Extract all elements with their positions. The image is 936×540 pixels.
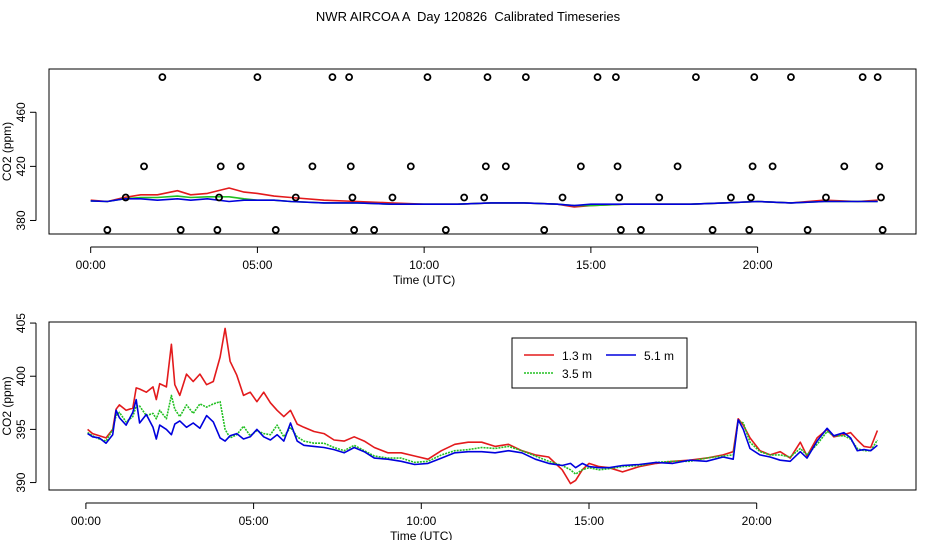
y-tick-label: 400 [14,366,28,386]
bottom-plot-timeseries: 00:00 05:00 10:00 15:00 20:00 Time (UTC) 390 39… [0,313,917,540]
legend-label: 5.1 m [644,349,674,363]
calibration-point [460,193,469,202]
calibration-point [350,226,359,234]
calibration-point [308,162,317,171]
x-tick-label: 15:00 [576,258,606,272]
calibration-point [673,162,682,171]
calibration-point [521,73,530,82]
legend-label: 1.3 m [562,349,592,363]
x-tick-label: 00:00 [76,258,106,272]
series-line-13m [87,327,879,485]
calibration-point [750,73,759,82]
calibration-point [576,162,585,171]
x-tick-label: 05:00 [242,258,272,272]
calibration-point [345,73,354,82]
plot-frame [48,68,917,235]
series-line-51m [87,398,878,469]
x-tick-label: 20:00 [743,258,773,272]
calibration-point [328,73,337,82]
calibration-point [616,226,625,234]
calibration-point [103,226,112,234]
calibration-point [822,193,830,202]
calibration-point [481,162,490,171]
calibration-point [441,226,450,234]
calibration-point [708,226,717,234]
calibration-point [501,162,510,171]
y-tick-label: 405 [14,313,28,333]
calibration-point [236,162,245,171]
calibration-point [423,73,432,82]
plot-frame [48,321,917,491]
calibration-point [370,226,379,234]
series-line-35m [87,394,879,475]
calibration-point [873,73,882,82]
calibration-point [540,226,549,234]
y-axis-title: CO2 (ppm) [0,376,14,435]
chart-main-title: NWR AIRCOA A Day 120826 Calibrated Times… [315,9,621,24]
calibration-point [213,226,222,234]
calibration-point [158,73,167,82]
top-plot-calibration: 00:00 05:00 10:00 15:00 20:00 Time (UTC) 380 42… [0,68,917,287]
y-tick-label: 390 [14,472,28,492]
calibration-point [140,162,148,171]
calibration-point [593,73,602,82]
y-tick-label: 460 [14,102,28,122]
calibration-point [346,162,355,171]
x-axis-title: Time (UTC) [390,529,452,540]
calibration-point [692,73,700,82]
x-tick-label: 10:00 [409,258,439,272]
calibration-point [291,193,300,202]
calibration-point [747,193,755,202]
calibration-point [803,226,812,234]
calibration-point [636,226,645,234]
calibration-point [615,193,624,202]
calibration-point [748,162,757,171]
y-tick-label: 395 [14,419,28,439]
calibration-point [121,193,130,202]
x-tick-label: 00:00 [71,514,101,528]
calibration-point [727,193,735,202]
calibration-point [558,193,567,202]
y-axis-title: CO2 (ppm) [0,122,14,181]
calibration-point [840,162,849,171]
calibration-point [483,73,492,82]
x-axis-title: Time (UTC) [393,273,455,287]
x-tick-label: 05:00 [239,514,269,528]
calibration-point [611,73,620,82]
calibration-point [768,162,777,171]
y-tick-label: 380 [14,210,28,230]
calibration-point [878,226,887,234]
x-tick-label: 15:00 [574,514,604,528]
series-line-51m [90,198,878,207]
calibration-point [858,73,867,82]
calibration-point [875,162,884,171]
calibration-point [176,226,185,234]
x-tick-label: 20:00 [742,514,772,528]
calibration-point [480,193,489,202]
calibration-point [216,162,225,171]
calibration-point [613,162,622,171]
calibration-point [406,162,415,171]
calibration-point [388,193,397,202]
y-tick-label: 420 [14,156,28,176]
calibration-point [271,226,280,234]
legend-box [511,337,688,389]
calibration-point [787,73,795,82]
calibration-point [655,193,664,202]
calibration-point [215,193,223,202]
calibration-point [253,73,262,82]
calibration-point [348,193,357,202]
legend: 1.3 m 3.5 m 5.1 m [511,337,688,389]
x-tick-label: 10:00 [406,514,436,528]
legend-label: 3.5 m [562,367,592,381]
calibration-point [877,193,885,202]
calibration-point [745,226,754,234]
